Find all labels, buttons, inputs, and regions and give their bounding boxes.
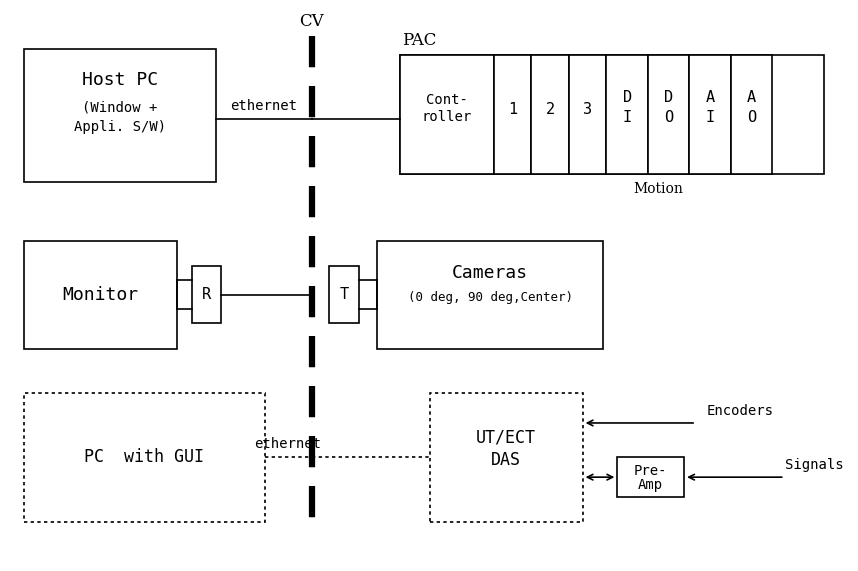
Text: O: O (746, 110, 756, 125)
Bar (494, 55, 531, 174)
Bar (648, 55, 689, 174)
Bar (689, 55, 730, 174)
Bar (531, 55, 569, 174)
Text: 3: 3 (583, 102, 592, 117)
Text: A: A (705, 90, 715, 105)
Text: Pre-: Pre- (634, 464, 668, 478)
Bar (430, 393, 583, 521)
Text: ethernet: ethernet (230, 99, 297, 112)
Bar (607, 55, 648, 174)
Text: PC  with GUI: PC with GUI (84, 448, 204, 467)
Text: Amp: Amp (638, 478, 663, 492)
Bar (401, 55, 825, 174)
Text: D: D (623, 90, 631, 105)
Text: 2: 2 (546, 102, 555, 117)
Bar (377, 240, 603, 349)
Text: ethernet: ethernet (255, 437, 322, 451)
Text: Host PC: Host PC (82, 71, 158, 89)
Bar (24, 393, 265, 521)
Text: O: O (664, 110, 673, 125)
Bar (730, 55, 772, 174)
Text: Cameras: Cameras (452, 264, 529, 282)
Bar (401, 55, 494, 174)
Text: DAS: DAS (491, 452, 521, 469)
Text: (0 deg, 90 deg,Center): (0 deg, 90 deg,Center) (408, 291, 572, 304)
Text: R: R (202, 287, 211, 303)
Text: PAC: PAC (402, 32, 437, 49)
Bar (617, 457, 684, 497)
Text: I: I (705, 110, 715, 125)
Text: Monitor: Monitor (62, 286, 138, 304)
Text: 1: 1 (508, 102, 517, 117)
Text: CV: CV (299, 13, 324, 30)
Bar (191, 266, 221, 323)
Text: A: A (746, 90, 756, 105)
Text: T: T (340, 287, 349, 303)
Text: Signals: Signals (785, 459, 843, 472)
Text: roller: roller (421, 110, 472, 124)
Text: Cont-: Cont- (426, 93, 468, 107)
Text: Encoders: Encoders (707, 404, 774, 418)
Bar (329, 266, 359, 323)
Text: I: I (623, 110, 631, 125)
Bar (569, 55, 607, 174)
Text: Appli. S/W): Appli. S/W) (74, 120, 166, 134)
Text: (Window +: (Window + (82, 100, 157, 115)
Text: UT/ECT: UT/ECT (476, 429, 536, 447)
Text: Motion: Motion (634, 182, 684, 196)
Text: D: D (664, 90, 673, 105)
Bar (24, 240, 177, 349)
Bar (24, 49, 216, 182)
